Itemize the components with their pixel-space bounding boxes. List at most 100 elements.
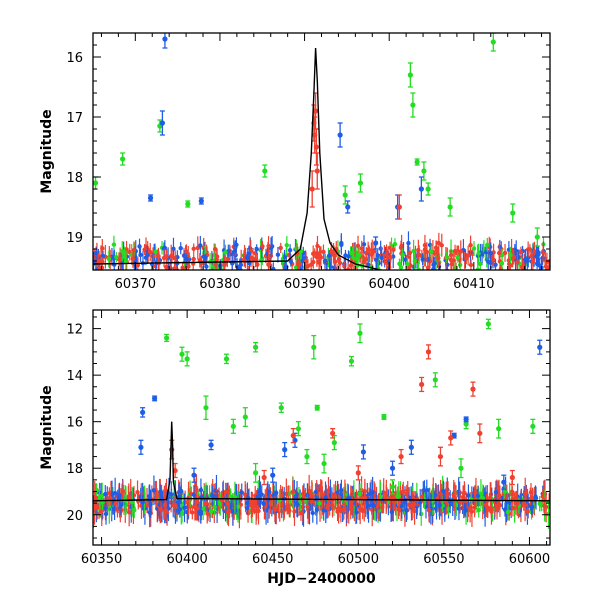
baseline-point: [373, 257, 379, 263]
baseline-point: [446, 506, 451, 512]
data-point: [463, 421, 469, 427]
y-tick-label: 20: [66, 509, 83, 524]
baseline-point: [439, 243, 444, 248]
baseline-point: [420, 257, 425, 262]
baseline-point: [391, 247, 396, 252]
y-tick-label: 16: [66, 51, 83, 66]
baseline-point: [416, 247, 421, 253]
baseline-point: [341, 506, 347, 512]
x-tick-label: 60450: [252, 552, 293, 567]
data-point: [314, 168, 320, 174]
data-point: [421, 168, 427, 174]
baseline-point: [137, 244, 142, 249]
data-point: [425, 349, 432, 355]
baseline-point: [184, 256, 190, 262]
baseline-point: [407, 250, 413, 256]
baseline-point: [449, 261, 455, 267]
baseline-point: [370, 490, 375, 495]
baseline-point: [296, 262, 301, 268]
baseline-point: [502, 489, 508, 495]
baseline-point: [425, 257, 430, 263]
baseline-point: [371, 248, 377, 254]
baseline-point: [476, 507, 481, 513]
data-point: [278, 405, 284, 411]
baseline-point: [274, 490, 279, 496]
baseline-point: [316, 260, 322, 265]
baseline-point: [480, 496, 486, 501]
baseline-point: [356, 252, 362, 258]
baseline-point: [335, 490, 340, 495]
y-axis-label: Magnitude: [39, 385, 55, 469]
baseline-point: [448, 252, 454, 258]
baseline-point: [161, 246, 167, 251]
baseline-point: [493, 489, 499, 495]
baseline-point: [290, 489, 296, 494]
baseline-point: [169, 254, 175, 259]
data-point: [345, 204, 351, 210]
data-point: [485, 321, 491, 327]
baseline-point: [321, 249, 326, 255]
baseline-point: [355, 243, 361, 249]
data-point: [537, 344, 543, 350]
y-tick-label: 19: [66, 231, 83, 246]
data-point: [534, 234, 540, 240]
baseline-point: [225, 501, 231, 507]
baseline-point: [208, 509, 214, 514]
baseline-point: [305, 504, 310, 509]
baseline-point: [325, 503, 331, 508]
baseline-point: [354, 256, 359, 262]
baseline-point: [284, 242, 290, 248]
data-point: [152, 395, 158, 402]
data-point: [330, 430, 336, 436]
ticks: [93, 310, 550, 545]
baseline-point: [346, 254, 351, 259]
panel-2: 60350 60400 60450 60500 60550 60600 12 14 16 18 20…: [39, 309, 551, 587]
baseline-point: [321, 508, 326, 513]
baseline-point: [510, 492, 515, 497]
baseline-point: [244, 505, 250, 511]
data-point: [304, 453, 310, 460]
baseline-point: [518, 249, 524, 255]
baseline-point: [505, 509, 511, 515]
baseline-point: [210, 493, 215, 499]
baseline-point: [412, 258, 417, 264]
baseline-point: [400, 252, 405, 258]
baseline-point: [278, 245, 283, 251]
baseline-point: [138, 252, 143, 258]
y-tick-label: 18: [66, 462, 83, 477]
baseline-point: [117, 256, 123, 262]
baseline-point: [404, 508, 409, 513]
baseline-point: [190, 510, 195, 515]
baseline-point: [339, 240, 344, 246]
baseline-point: [178, 488, 184, 494]
data-point: [447, 204, 453, 210]
x-tick-label: 60350: [81, 552, 122, 567]
baseline-point: [425, 265, 431, 270]
baseline-point: [267, 263, 273, 268]
data-point: [230, 423, 236, 429]
baseline-point: [228, 494, 233, 499]
baseline-point: [469, 509, 475, 514]
baseline-point: [153, 249, 158, 255]
data-point: [408, 444, 414, 450]
baseline-point: [244, 255, 250, 260]
baseline-point: [103, 511, 109, 517]
baseline-point: [186, 264, 191, 269]
baseline-point: [426, 508, 432, 513]
data-point: [261, 474, 267, 481]
data-point: [337, 132, 343, 138]
baseline-scatter: [93, 474, 550, 529]
baseline-point: [314, 254, 320, 260]
baseline-point: [330, 503, 335, 508]
data-point: [360, 449, 367, 455]
baseline-point: [178, 246, 183, 251]
baseline-point: [151, 488, 157, 493]
baseline-point: [113, 501, 119, 506]
baseline-point: [234, 242, 239, 248]
baseline-point: [468, 242, 473, 248]
baseline-point: [345, 267, 351, 270]
data-point: [501, 479, 507, 485]
data-point: [191, 472, 197, 478]
baseline-point: [348, 263, 354, 268]
baseline-point: [300, 258, 305, 264]
